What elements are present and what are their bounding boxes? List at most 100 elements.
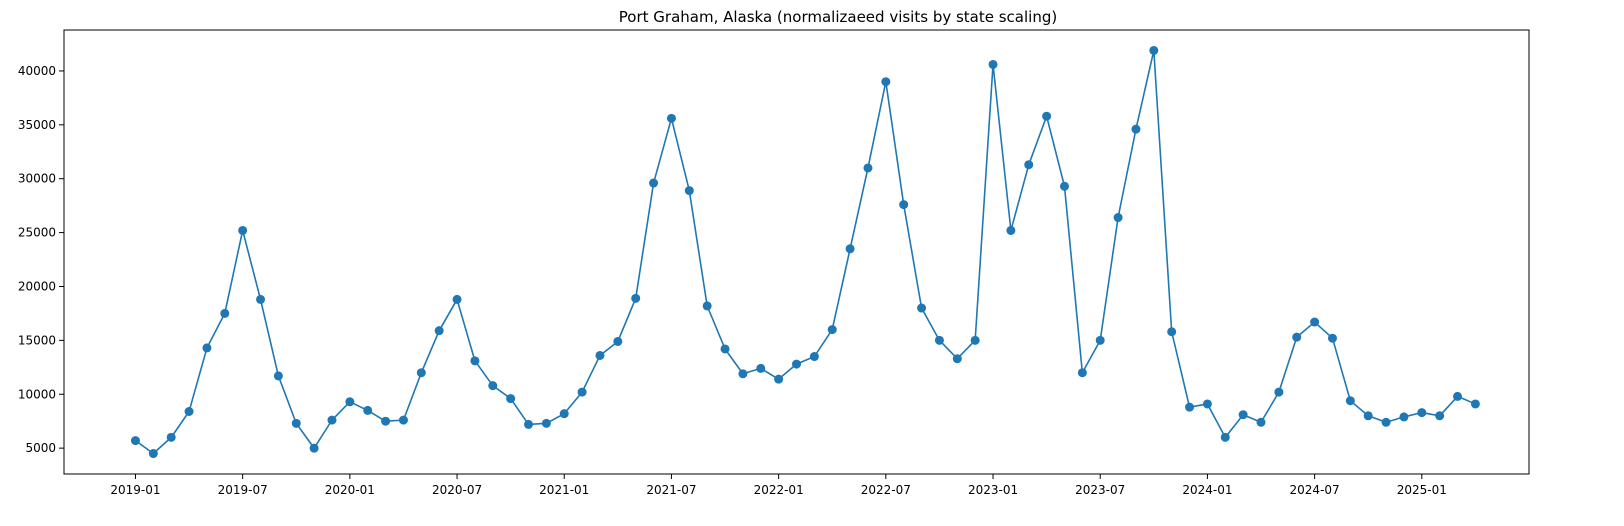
data-point [559,409,569,419]
data-point [148,449,158,459]
data-point [684,186,694,196]
data-point [863,163,873,173]
data-point [988,59,998,69]
data-point [1220,432,1230,442]
data-point [202,343,212,353]
data-point [273,371,283,381]
data-point [1024,160,1034,170]
data-point [506,394,516,404]
data-point [1363,411,1373,421]
data-point [720,344,730,354]
x-tick-label: 2023-01 [968,483,1018,497]
data-point [470,356,480,366]
data-point [291,418,301,428]
data-point [256,294,266,304]
y-tick-label: 35000 [18,118,56,132]
x-tick-label: 2024-07 [1290,483,1340,497]
data-point [845,244,855,254]
data-point [1113,213,1123,223]
data-point [309,443,319,453]
data-point [1042,111,1052,121]
x-tick-label: 2024-01 [1182,483,1232,497]
data-point [434,326,444,336]
data-point [970,335,980,345]
data-point [881,77,891,87]
data-point [756,363,766,373]
data-point [220,308,230,318]
x-tick-label: 2020-01 [325,483,375,497]
data-point [1202,399,1212,409]
data-point [1399,412,1409,422]
x-axis: 2019-01 2019-07 2020-01 2020-07 2021-01 2021-… [110,474,1447,497]
data-point [1256,417,1266,427]
data-point [1238,410,1248,420]
x-tick-label: 2021-01 [539,483,589,497]
data-point [809,352,819,362]
x-tick-label: 2023-07 [1075,483,1125,497]
data-point [1274,387,1284,397]
data-point [1185,402,1195,412]
data-point [184,406,194,416]
series-layer [130,45,1480,459]
data-point [1327,333,1337,343]
data-point [1453,391,1463,401]
data-point [774,374,784,384]
data-point [738,369,748,379]
data-point [1417,408,1427,418]
data-point [166,432,176,442]
y-tick-label: 10000 [18,387,56,401]
data-point [327,415,337,425]
y-tick-label: 25000 [18,226,56,240]
data-point [1077,368,1087,378]
x-tick-label: 2025-01 [1397,483,1447,497]
data-point [595,350,605,360]
plot-frame [63,29,1530,475]
data-point [524,419,534,429]
data-point [827,325,837,335]
y-tick-label: 15000 [18,333,56,347]
data-point [1435,411,1445,421]
data-point [613,336,623,346]
data-point [1006,225,1016,235]
data-point [899,200,909,210]
data-point [238,225,248,235]
data-point [577,387,587,397]
data-point [917,303,927,313]
data-point [631,293,641,303]
series-line [134,49,1476,455]
x-tick-label: 2022-01 [754,483,804,497]
data-point [1381,417,1391,427]
data-point [1310,317,1320,327]
y-tick-label: 5000 [25,441,56,455]
data-point [416,368,426,378]
data-point [1470,399,1480,409]
data-point [1345,396,1355,406]
data-point [1292,332,1302,342]
data-point [541,418,551,428]
data-point [452,294,462,304]
data-point [398,415,408,425]
data-point [1059,181,1069,191]
data-point [381,416,391,426]
data-point [952,354,962,364]
data-point [1167,327,1177,337]
y-axis: 5000 10000 15000 20000 25000 30000 35000 40000 [18,64,64,455]
data-point [345,397,355,407]
data-point [363,405,373,415]
chart-title: Port Graham, Alaska (normalizaeed visits… [619,8,1057,26]
data-point [1131,124,1141,134]
data-point [792,359,801,369]
data-point [1095,335,1105,345]
data-point [130,436,140,446]
data-point [934,335,944,345]
x-tick-label: 2019-07 [218,483,268,497]
x-tick-label: 2021-07 [646,483,696,497]
data-point [666,113,676,123]
y-tick-label: 40000 [18,64,56,78]
y-tick-label: 30000 [18,172,56,186]
data-point [702,301,712,311]
data-point [1149,45,1159,55]
x-tick-label: 2020-07 [432,483,482,497]
data-point [649,178,659,188]
